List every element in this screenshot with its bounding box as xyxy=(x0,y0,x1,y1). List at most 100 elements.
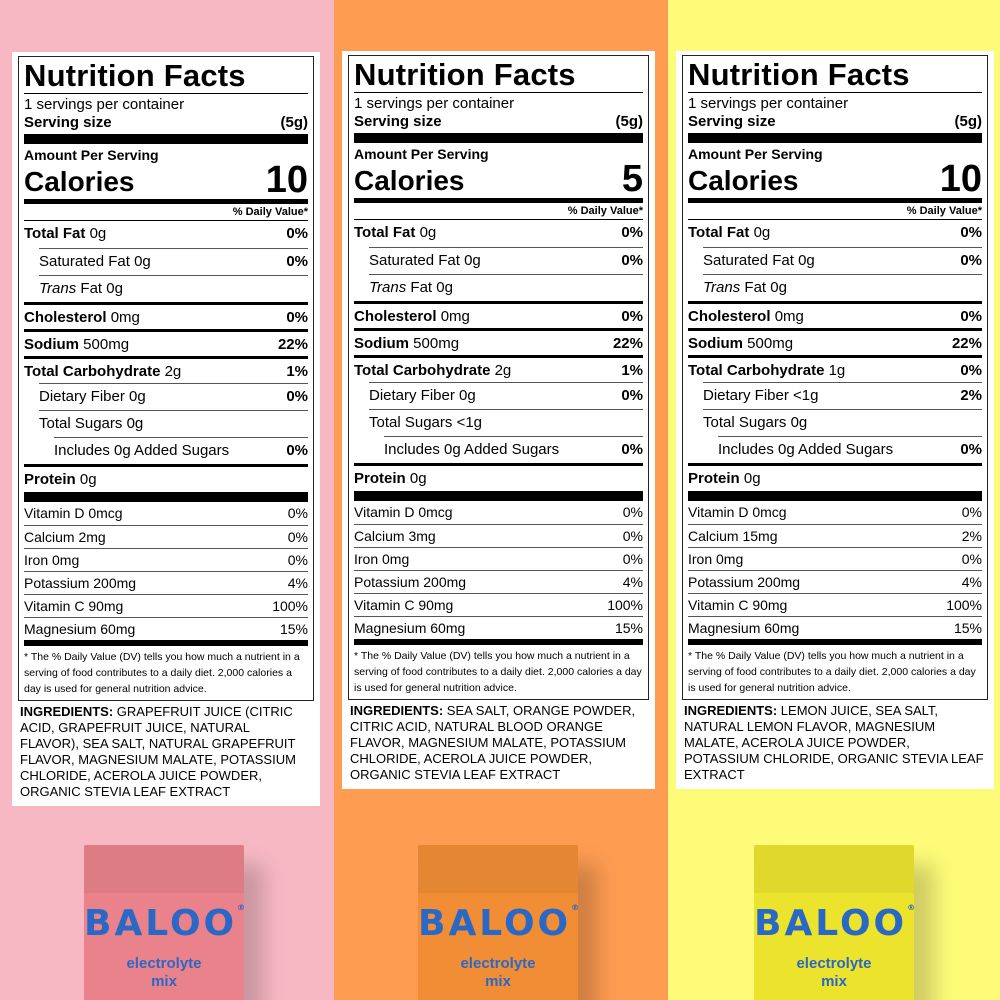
nutrient-row: Total Carbohydrate 2g 1% xyxy=(354,355,643,382)
nutrient-daily-value: 22% xyxy=(951,335,982,352)
pouch-seal xyxy=(418,845,578,895)
serving-size-value: (5g) xyxy=(280,114,309,131)
nutrient-amount: 0g xyxy=(409,470,427,487)
nutrient-row: Sodium 500mg 22% xyxy=(354,328,643,355)
calories-label: Calories xyxy=(354,165,465,196)
nutrient-amount: 0mg xyxy=(440,308,470,325)
nutrient-row: Cholesterol 0mg 0% xyxy=(354,301,643,328)
nutrient-row: Saturated Fat 0g 0% xyxy=(39,248,308,275)
vitamin-daily-value: 100% xyxy=(607,597,643,613)
nutrient-row: Includes 0g Added Sugars 0% xyxy=(54,437,308,464)
nutrition-facts-label: Nutrition Facts 1 servings per container S… xyxy=(18,56,314,701)
vitamin-list: Vitamin D 0mcg 0% Calcium 2mg 0% Iron 0mg 0% P… xyxy=(24,502,308,640)
nutrient-amount: 0g xyxy=(106,280,123,297)
nutrient-daily-value: 0% xyxy=(621,387,643,404)
vitamin-daily-value: 2% xyxy=(961,528,982,544)
nutrient-amount: 0g xyxy=(798,252,815,269)
nutrient-daily-value: 0% xyxy=(286,309,308,326)
nutrient-name: Total Sugars xyxy=(39,415,123,432)
nutrient-daily-value: 0% xyxy=(286,225,308,242)
brand-name: BALOO xyxy=(418,903,572,944)
nutrient-daily-value: 0% xyxy=(621,224,643,241)
nutrient-name: Protein xyxy=(24,471,76,488)
nutrition-facts-label: Nutrition Facts 1 servings per container S… xyxy=(348,55,649,700)
vitamin-daily-value: 15% xyxy=(614,620,643,636)
nutrient-amount: 0g xyxy=(126,415,144,432)
vitamin-daily-value: 4% xyxy=(287,575,308,591)
servings-per-container: 1 servings per container xyxy=(354,95,515,112)
registered-mark-icon: ® xyxy=(907,903,916,912)
serving-size-label: Serving size xyxy=(354,113,442,130)
nutrient-name: Sodium xyxy=(24,336,79,353)
vitamin-daily-value: 4% xyxy=(961,574,982,590)
calories: Calories 10 xyxy=(688,160,982,203)
vitamin-daily-value: 100% xyxy=(272,598,308,614)
nutrient-row: Protein 0g xyxy=(24,464,308,491)
nutrient-row: Cholesterol 0mg 0% xyxy=(24,302,308,329)
vitamin-daily-value: 15% xyxy=(279,621,308,637)
vitamin-daily-value: 0% xyxy=(287,552,308,568)
pouch-seal xyxy=(84,845,244,895)
nutrient-amount: 0g xyxy=(790,414,808,431)
divider-thick xyxy=(24,492,308,502)
vitamin-daily-value: 0% xyxy=(622,504,643,520)
descriptor-line-2: mix xyxy=(821,973,847,990)
nutrient-row: Total Fat 0g 0% xyxy=(354,220,643,247)
nutrient-name-suffix: Fat xyxy=(744,279,767,296)
calories-value: 10 xyxy=(265,159,308,201)
nutrient-daily-value: 0% xyxy=(621,441,643,458)
descriptor-line-1: electrolyte xyxy=(126,955,202,972)
nutrient-amount: <1g xyxy=(456,414,483,431)
product-descriptor: electrolyte mix xyxy=(418,955,578,991)
nutrient-name: Dietary Fiber xyxy=(369,387,455,404)
ingredients: INGREDIENTS: LEMON JUICE, SEA SALT, NATU… xyxy=(682,700,988,783)
ingredients-list: LEMON JUICE, SEA SALT, NATURAL LEMON FLA… xyxy=(684,703,984,782)
registered-mark-icon: ® xyxy=(237,903,246,912)
nutrient-daily-value: 0% xyxy=(286,388,308,405)
nutrient-amount: 500mg xyxy=(747,335,794,352)
nutrient-list: Total Fat 0g 0% Saturated Fat 0g 0% Trans Fa… xyxy=(354,220,643,490)
daily-value-footnote: * The % Daily Value (DV) tells you how m… xyxy=(24,651,300,695)
brand-logo: BALOO® xyxy=(84,903,246,944)
calories: Calories 5 xyxy=(354,160,643,203)
vitamin-label: Vitamin D 0mcg xyxy=(24,505,123,521)
vitamin-label: Vitamin C 90mg xyxy=(688,597,788,613)
daily-value-header: % Daily Value* xyxy=(688,203,982,220)
divider-medium xyxy=(688,639,982,645)
blood-orange-nutrition-card: Nutrition Facts 1 servings per container S… xyxy=(342,51,655,789)
nutrient-daily-value: 0% xyxy=(286,442,308,459)
nutrient-row: Protein 0g xyxy=(354,463,643,490)
product-descriptor: electrolyte mix xyxy=(84,955,244,991)
vitamin-row: Vitamin C 90mg 100% xyxy=(688,593,982,616)
nutrient-daily-value: 22% xyxy=(277,336,308,353)
nutrient-daily-value: 22% xyxy=(612,335,643,352)
nutrient-amount: 0g xyxy=(770,279,787,296)
nutrient-daily-value: 2% xyxy=(960,387,982,404)
ingredients: INGREDIENTS: GRAPEFRUIT JUICE (CITRIC AC… xyxy=(18,701,314,800)
nutrient-name: Total Fat xyxy=(354,224,416,241)
nutrient-amount: <1g xyxy=(793,387,819,404)
amount-per-serving: Amount Per Serving xyxy=(688,146,823,162)
nutrient-name: Sodium xyxy=(688,335,743,352)
divider-thick xyxy=(688,491,982,501)
vitamin-daily-value: 0% xyxy=(287,529,308,545)
descriptor-line-1: electrolyte xyxy=(796,955,872,972)
servings-per-container: 1 servings per container xyxy=(688,95,849,112)
product-descriptor: electrolyte mix xyxy=(754,955,914,991)
nutrient-name: Dietary Fiber xyxy=(703,387,789,404)
vitamin-row: Magnesium 60mg 15% xyxy=(688,616,982,639)
nutrient-row: Total Fat 0g 0% xyxy=(24,221,308,248)
vitamin-label: Iron 0mg xyxy=(24,552,80,568)
vitamin-row: Vitamin C 90mg 100% xyxy=(24,594,308,617)
nutrient-row: Dietary Fiber <1g 2% xyxy=(703,382,982,409)
serving-size-label: Serving size xyxy=(688,113,776,130)
daily-value-header: % Daily Value* xyxy=(24,204,308,221)
ingredients-label: INGREDIENTS: xyxy=(20,704,114,719)
ingredients: INGREDIENTS: SEA SALT, ORANGE POWDER, CI… xyxy=(348,700,649,783)
nutrient-row: Total Carbohydrate 2g 1% xyxy=(24,356,308,383)
nutrition-facts-title: Nutrition Facts xyxy=(354,58,643,93)
descriptor-line-2: mix xyxy=(151,973,177,990)
vitamin-label: Calcium 3mg xyxy=(354,528,436,544)
ingredients-label: INGREDIENTS: xyxy=(684,703,778,718)
nutrient-name-suffix: Fat xyxy=(410,279,433,296)
